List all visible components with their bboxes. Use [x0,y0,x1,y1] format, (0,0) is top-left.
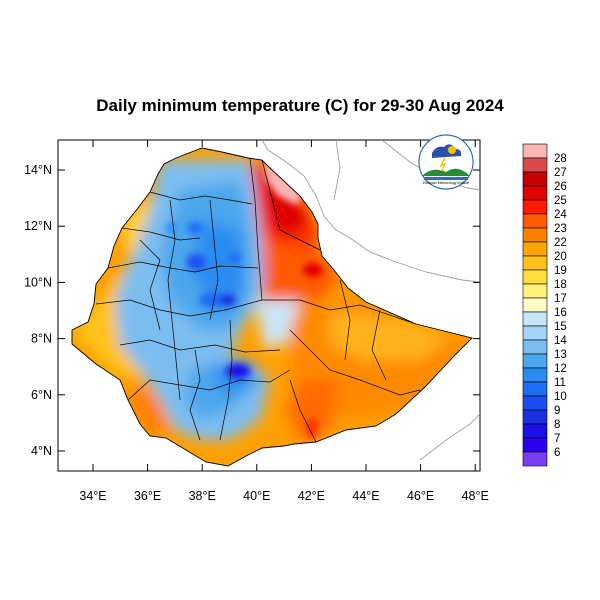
colorbar-level-label: 19 [554,265,567,277]
colorbar-swatch [522,297,548,313]
colorbar-swatch [522,451,548,467]
colorbar [522,143,548,467]
colorbar-level-label: 15 [554,321,567,333]
colorbar-level-label: 10 [554,391,567,403]
colorbar-level-label: 20 [554,251,567,263]
colorbar-level-label: 13 [554,349,567,361]
colorbar-swatch [522,437,548,453]
colorbar-swatch [522,143,548,159]
colorbar-level-label: 26 [554,181,567,193]
colorbar-swatch [522,311,548,327]
x-tick-label: 38°E [189,489,216,503]
colorbar-swatch [522,185,548,201]
colorbar-level-label: 18 [554,279,567,291]
colorbar-swatch [522,157,548,173]
y-tick-label: 8°N [31,332,52,346]
colorbar-level-label: 11 [554,377,566,389]
colorbar-swatch [522,199,548,215]
y-tick-label: 4°N [31,444,52,458]
colorbar-swatch [522,241,548,257]
colorbar-level-label: 12 [554,363,567,375]
x-axis-labels: 34°E 36°E 38°E 40°E 42°E 44°E 46°E 48°E [79,489,488,503]
colorbar-swatch [522,423,548,439]
logo-text: Ethiopian Meteorology Institute [423,181,470,185]
colorbar-level-label: 14 [554,335,567,347]
colorbar-level-label: 22 [554,237,567,249]
colorbar-level-label: 27 [554,167,567,179]
colorbar-swatch [522,269,548,285]
colorbar-swatch [522,227,548,243]
colorbar-swatch [522,283,548,299]
colorbar-level-label: 9 [554,405,560,417]
colorbar-swatch [522,409,548,425]
colorbar-level-label: 17 [554,293,567,305]
y-axis-labels: 4°N 6°N 8°N 10°N 12°N 14°N [24,163,52,458]
colorbar-level-label: 7 [554,433,560,445]
colorbar-swatch [522,395,548,411]
colorbar-swatch [522,381,548,397]
x-tick-label: 40°E [243,489,270,503]
colorbar-swatch [522,171,548,187]
x-tick-label: 36°E [134,489,161,503]
colorbar-swatch [522,353,548,369]
colorbar-swatch [522,325,548,341]
y-tick-label: 10°N [24,275,52,289]
y-tick-label: 12°N [24,219,52,233]
x-tick-label: 42°E [298,489,325,503]
x-tick-label: 48°E [462,489,489,503]
colorbar-level-label: 23 [554,223,567,235]
colorbar-level-label: 6 [554,447,560,459]
colorbar-swatch [522,213,548,229]
colorbar-swatch [522,339,548,355]
colorbar-level-label: 25 [554,195,567,207]
axis-ticks [58,140,480,471]
x-tick-label: 44°E [352,489,379,503]
y-tick-label: 6°N [31,388,52,402]
admin-boundaries [95,157,421,443]
x-tick-label: 34°E [79,489,106,503]
x-tick-label: 46°E [407,489,434,503]
colorbar-labels: 28 27 26 25 24 23 22 20 19 18 17 16 15 14 13 12 11 10 9 8 7 6 [554,153,567,459]
colorbar-swatch [522,367,548,383]
colorbar-level-label: 16 [554,307,567,319]
colorbar-level-label: 28 [554,153,567,165]
map-title: Daily minimum temperature (C) for 29-30 … [96,96,504,115]
y-tick-label: 14°N [24,163,52,177]
colorbar-level-label: 8 [554,419,560,431]
emi-logo: Ethiopian Meteorology Institute [418,134,474,190]
colorbar-swatch [522,255,548,271]
colorbar-level-label: 24 [554,209,567,221]
